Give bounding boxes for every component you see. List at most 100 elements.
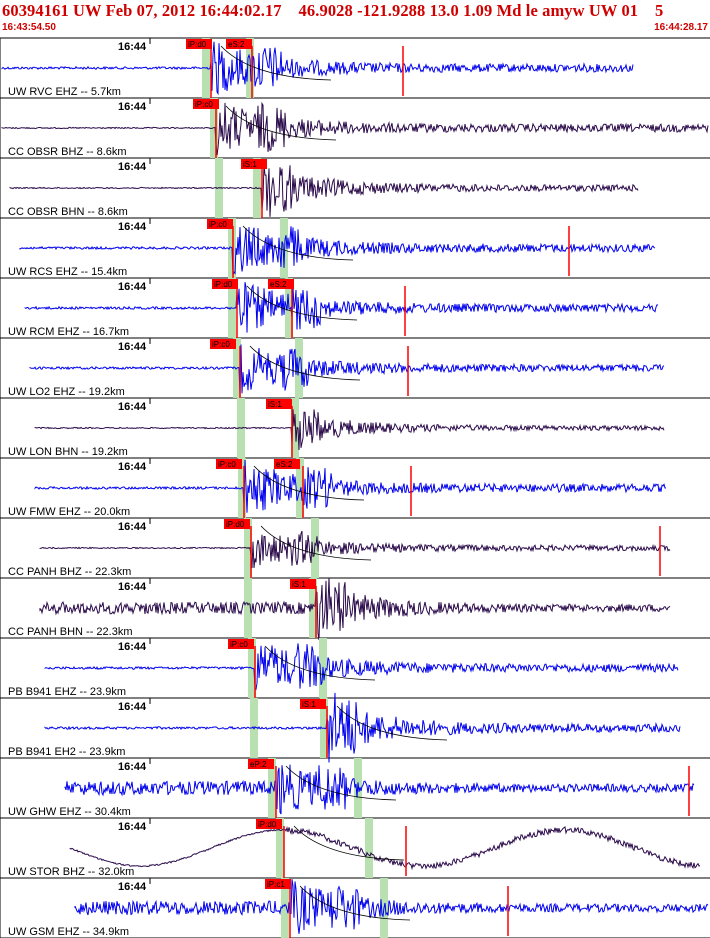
time-tick-label: 16:44 bbox=[118, 161, 147, 173]
event-title: 60394161 UW Feb 07, 2012 16:44:02.17 46.… bbox=[2, 1, 664, 20]
time-tick-label: 16:44 bbox=[118, 641, 147, 653]
p-pick-label: iP:c1 bbox=[267, 880, 285, 889]
station-label: UW RCM EHZ -- 16.7km bbox=[8, 326, 129, 338]
station-label: UW FMW EHZ -- 20.0km bbox=[8, 506, 130, 518]
coda-curve bbox=[260, 525, 372, 561]
s-pick-box bbox=[290, 579, 316, 589]
trace-row: 16:44 iP:d0 UW STOR BHZ -- 32.0km bbox=[0, 818, 710, 879]
p-pick-box bbox=[265, 879, 291, 889]
station-label: CC PANH BHN -- 22.3km bbox=[8, 626, 132, 638]
waveform bbox=[19, 226, 656, 276]
waveform bbox=[1, 41, 634, 96]
station-label: PB B941 EHZ -- 23.9km bbox=[8, 686, 126, 698]
waveform bbox=[34, 409, 665, 451]
station-label: UW RCS EHZ -- 15.4km bbox=[8, 266, 127, 278]
p-pick-label: iP:d0 bbox=[214, 280, 233, 289]
s-window bbox=[291, 398, 299, 458]
trace-row: 16:44 eP:2 UW GHW EHZ -- 30.4km bbox=[0, 758, 710, 819]
p-window bbox=[281, 878, 289, 938]
p-pick-label: iP:d0 bbox=[188, 40, 207, 49]
p-pick-label: iP:d0 bbox=[258, 820, 277, 829]
coda-curve bbox=[299, 885, 411, 921]
s-pick-label: iS:1 bbox=[243, 160, 257, 169]
coda-curve bbox=[225, 105, 337, 141]
p-window bbox=[268, 758, 276, 818]
waveform bbox=[69, 825, 701, 871]
p-pick-box bbox=[256, 819, 282, 829]
s-window bbox=[365, 818, 373, 878]
station-label: UW LON BHN -- 19.2km bbox=[8, 446, 128, 458]
station-label: UW LO2 EHZ -- 19.2km bbox=[8, 386, 125, 398]
event-header: 60394161 UW Feb 07, 2012 16:44:02.17 46.… bbox=[0, 0, 710, 38]
time-tick-label: 16:44 bbox=[118, 401, 147, 413]
time-tick-label: 16:44 bbox=[118, 581, 147, 593]
waveform bbox=[39, 577, 671, 641]
s-pick-label: eS:2 bbox=[270, 280, 287, 289]
s-pick-label: iS:1 bbox=[302, 700, 316, 709]
s-window bbox=[296, 458, 304, 518]
trace-row: 16:44 iP:d0 eS:2 UW RVC EHZ -- 5.7km bbox=[0, 38, 710, 99]
p-pick-box bbox=[193, 99, 219, 109]
s-pick-box bbox=[266, 399, 292, 409]
time-tick-label: 16:44 bbox=[118, 341, 147, 353]
station-label: UW GSM EHZ -- 34.9km bbox=[8, 926, 129, 938]
trace-row: 16:44 iP:c0 PB B941 EHZ -- 23.9km bbox=[0, 638, 710, 699]
station-label: UW GHW EHZ -- 30.4km bbox=[8, 806, 131, 818]
waveform bbox=[44, 643, 679, 691]
p-pick-box bbox=[216, 459, 242, 469]
station-label: CC OBSR BHN -- 8.6km bbox=[8, 206, 128, 218]
p-pick-box bbox=[207, 219, 233, 229]
p-window bbox=[276, 818, 284, 878]
s-pick-box bbox=[241, 159, 267, 169]
waveform bbox=[29, 344, 665, 395]
p-pick-box bbox=[212, 279, 238, 289]
coda-curve bbox=[249, 345, 361, 381]
time-tick-label: 16:44 bbox=[118, 761, 147, 773]
station-label: CC OBSR BHZ -- 8.6km bbox=[8, 146, 127, 158]
start-time: 16:43:54.50 bbox=[2, 22, 56, 33]
coda-curve bbox=[293, 825, 405, 861]
time-tick-label: 16:44 bbox=[118, 41, 147, 53]
s-pick-box bbox=[268, 279, 294, 289]
trace-row: 16:44 iP:d0 CC PANH BHZ -- 22.3km bbox=[0, 518, 710, 579]
s-pick-label: eS:2 bbox=[276, 460, 293, 469]
waveform bbox=[74, 879, 709, 934]
p-pick-label: iP:c0 bbox=[209, 220, 227, 229]
s-pick-box bbox=[274, 459, 300, 469]
p-pick-box bbox=[210, 339, 236, 349]
time-tick-label: 16:44 bbox=[118, 221, 147, 233]
p-pick-label: eP:2 bbox=[250, 760, 267, 769]
trace-row: 16:44 iS:1 UW LON BHN -- 19.2km bbox=[0, 398, 710, 459]
station-label: PB B941 EH2 -- 23.9km bbox=[8, 746, 125, 758]
trace-row: 16:44 iS:1 PB B941 EH2 -- 23.9km bbox=[0, 692, 710, 763]
station-label: CC PANH BHZ -- 22.3km bbox=[8, 566, 131, 578]
s-pick-label: iS:1 bbox=[292, 580, 306, 589]
p-pick-label: iP:c0 bbox=[218, 460, 236, 469]
s-window bbox=[309, 578, 317, 638]
p-pick-label: iP:c0 bbox=[195, 100, 213, 109]
waveform bbox=[24, 282, 659, 333]
coda-curve bbox=[242, 225, 354, 261]
time-tick-label: 16:44 bbox=[118, 101, 147, 113]
waveform bbox=[39, 530, 671, 569]
trace-row: 16:44 iP:d0 eS:2 UW RCM EHZ -- 16.7km bbox=[0, 278, 710, 339]
waveform bbox=[1, 101, 709, 156]
time-tick-label: 16:44 bbox=[118, 881, 147, 893]
p-pick-box bbox=[224, 519, 250, 529]
p-pick-box bbox=[186, 39, 212, 49]
p-pick-label: iP:c0 bbox=[230, 640, 248, 649]
s-pick-box bbox=[300, 699, 326, 709]
coda-curve bbox=[264, 645, 376, 681]
trace-row: 16:44 iP:c0 UW RCS EHZ -- 15.4km bbox=[0, 218, 710, 279]
p-pick-box bbox=[228, 639, 254, 649]
s-pick-label: iS:1 bbox=[268, 400, 282, 409]
waveform bbox=[64, 764, 695, 815]
time-tick-label: 16:44 bbox=[118, 521, 147, 533]
end-time: 16:44:28.17 bbox=[654, 22, 708, 33]
trace-row: 16:44 iP:c0 CC OBSR BHZ -- 8.6km bbox=[0, 98, 710, 159]
time-tick-label: 16:44 bbox=[118, 281, 147, 293]
time-tick-label: 16:44 bbox=[118, 701, 147, 713]
coda-curve bbox=[220, 45, 332, 81]
station-label: UW RVC EHZ -- 5.7km bbox=[8, 86, 121, 98]
coda-curve bbox=[246, 285, 358, 321]
